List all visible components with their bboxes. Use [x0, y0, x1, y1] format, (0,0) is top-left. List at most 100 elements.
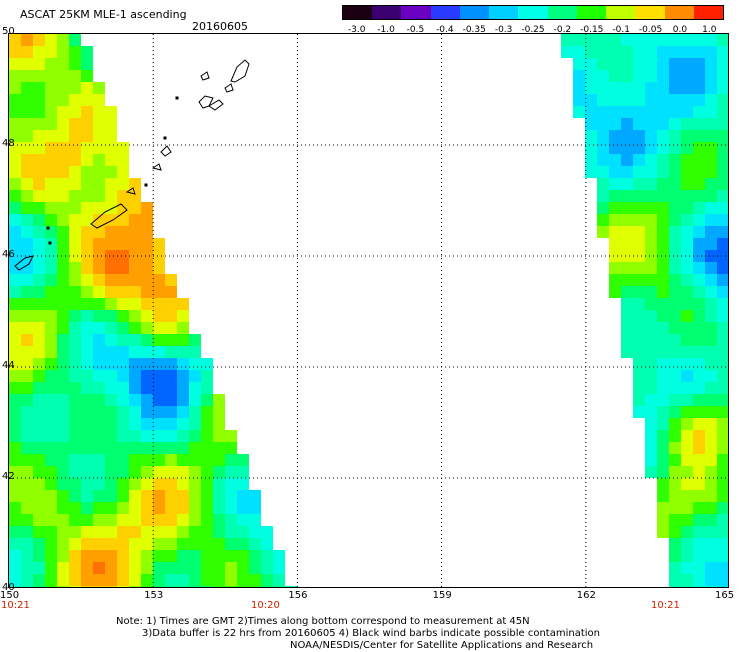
swath-cell [57, 262, 69, 274]
swath-cell [153, 538, 165, 550]
colorbar [342, 5, 724, 20]
swath-cell [81, 418, 93, 430]
swath-cell [693, 286, 705, 298]
island-dot [175, 96, 179, 100]
swath-cell [81, 58, 93, 70]
swath-cell [693, 586, 705, 587]
swath-cell [57, 214, 69, 226]
swath-cell [669, 538, 681, 550]
swath-cell [657, 118, 669, 130]
note-line-1: Note: 1) Times are GMT 2)Times along bot… [116, 616, 530, 627]
swath-cell [21, 118, 33, 130]
swath-cell [33, 166, 45, 178]
swath-cell [81, 142, 93, 154]
swath-cell [585, 118, 597, 130]
swath-cell [669, 454, 681, 466]
swath-cell [45, 346, 57, 358]
swath-cell [33, 82, 45, 94]
swath-cell [105, 238, 117, 250]
swath-cell [693, 166, 705, 178]
swath-cell [81, 310, 93, 322]
swath-cell [105, 118, 117, 130]
swath-cell [717, 346, 728, 358]
swath-cell [117, 202, 129, 214]
swath-cell [273, 586, 285, 587]
swath-cell [213, 586, 225, 587]
swath-cell [129, 202, 141, 214]
swath-cell [717, 178, 728, 190]
swath-cell [189, 394, 201, 406]
swath-cell [33, 46, 45, 58]
swath-cell [129, 514, 141, 526]
swath-cell [69, 418, 81, 430]
swath-cell [201, 406, 213, 418]
swath-cell [621, 346, 633, 358]
swath-cell [681, 430, 693, 442]
swath-cell [177, 322, 189, 334]
swath-cell [69, 58, 81, 70]
swath-cell [693, 442, 705, 454]
time-right: 10:21 [651, 600, 680, 611]
swath-cell [645, 298, 657, 310]
swath-cell [141, 346, 153, 358]
swath-cell [705, 322, 717, 334]
swath-cell [33, 454, 45, 466]
swath-cell [57, 514, 69, 526]
swath-cell [69, 382, 81, 394]
swath-cell [645, 322, 657, 334]
swath-cell [657, 442, 669, 454]
swath-cell [105, 430, 117, 442]
swath-cell [717, 562, 728, 574]
swath-cell [681, 118, 693, 130]
swath-cell [69, 46, 81, 58]
swath-cell [681, 166, 693, 178]
swath-cell [21, 214, 33, 226]
swath-cell [165, 538, 177, 550]
swath-cell [105, 442, 117, 454]
swath-cell [81, 586, 93, 587]
swath-cell [141, 286, 153, 298]
swath-cell [141, 454, 153, 466]
swath-cell [693, 370, 705, 382]
swath-cell [657, 406, 669, 418]
swath-cell [177, 586, 189, 587]
swath-cell [93, 478, 105, 490]
swath-cell [681, 334, 693, 346]
swath-cell [57, 250, 69, 262]
swath-cell [129, 346, 141, 358]
swath-cell [117, 250, 129, 262]
swath-cell [69, 106, 81, 118]
swath-cell [117, 466, 129, 478]
swath-cell [633, 118, 645, 130]
swath-cell [177, 466, 189, 478]
swath-cell [9, 502, 21, 514]
swath-cell [669, 574, 681, 586]
swath-cell [645, 286, 657, 298]
swath-cell [201, 358, 213, 370]
coastline [14, 59, 250, 271]
swath-cell [609, 70, 621, 82]
swath-cell [57, 394, 69, 406]
swath-cell [645, 310, 657, 322]
swath-cell [117, 514, 129, 526]
swath-cell [573, 34, 585, 46]
swath-cell [45, 214, 57, 226]
swath-cell [165, 358, 177, 370]
swath-cell [657, 82, 669, 94]
swath-cell [621, 130, 633, 142]
swath-cell [657, 202, 669, 214]
chart-date: 20160605 [192, 20, 248, 33]
swath-cell [33, 466, 45, 478]
swath-cell [669, 142, 681, 154]
swath-cell [165, 514, 177, 526]
swath-cell [237, 538, 249, 550]
swath-cell [633, 382, 645, 394]
swath-cell [621, 94, 633, 106]
swath-cell [81, 454, 93, 466]
swath-cell [81, 358, 93, 370]
swath-cell [93, 322, 105, 334]
island-outline [224, 83, 234, 93]
y-tick-label: 50 [2, 26, 15, 37]
swath-cell [165, 586, 177, 587]
swath-cell [129, 406, 141, 418]
